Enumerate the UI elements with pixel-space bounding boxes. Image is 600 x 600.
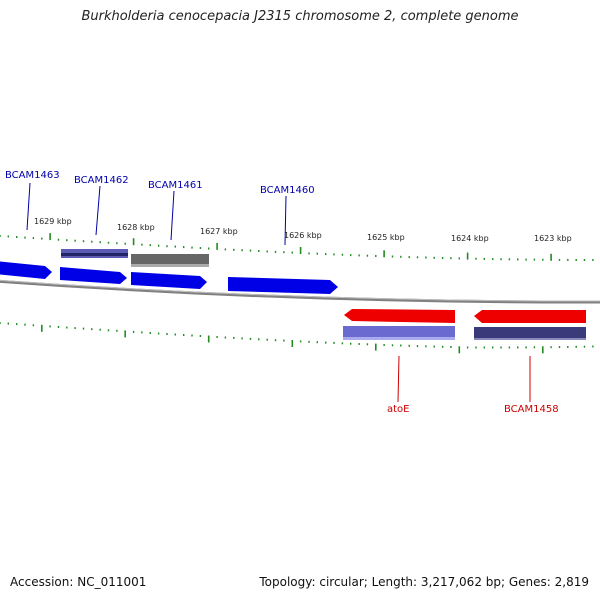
chromosome-backbone-highlight xyxy=(0,279,600,302)
reverse-strand-features xyxy=(343,309,586,340)
reverse-cds-arrow[interactable] xyxy=(344,309,455,323)
gene-label-bcam1460[interactable]: BCAM1460 xyxy=(260,185,315,196)
forward-cds-arrow[interactable] xyxy=(228,277,338,294)
kbp-label: 1627 kbp xyxy=(200,227,238,236)
kbp-label: 1624 kbp xyxy=(451,234,489,243)
kbp-label: 1628 kbp xyxy=(117,223,155,232)
gene-label-atoe[interactable]: atoE xyxy=(387,404,410,415)
label-leader-line xyxy=(170,190,175,241)
accession-text: Accession: NC_011001 xyxy=(10,575,147,589)
kbp-scale: 1629 kbp 1628 kbp 1627 kbp 1626 kbp 1625… xyxy=(34,217,572,243)
feature-bar-dark[interactable] xyxy=(474,327,586,340)
gene-label-bcam1463[interactable]: BCAM1463 xyxy=(5,170,60,181)
gene-label-bcam1462[interactable]: BCAM1462 xyxy=(74,175,129,186)
gene-label-bcam1461[interactable]: BCAM1461 xyxy=(148,180,203,191)
kbp-label: 1623 kbp xyxy=(534,234,572,243)
forward-cds-arrow[interactable] xyxy=(0,261,52,279)
reverse-cds-arrow[interactable] xyxy=(474,310,586,323)
gene-label-bcam1458[interactable]: BCAM1458 xyxy=(504,404,559,415)
feature-bar-dark-shade xyxy=(474,338,586,340)
feature-bar-dark[interactable] xyxy=(61,253,128,256)
genome-summary-text: Topology: circular; Length: 3,217,062 bp… xyxy=(259,575,589,589)
label-leader-line xyxy=(95,185,101,236)
upper-tick-row xyxy=(0,233,594,261)
feature-bar-grey-shade xyxy=(131,264,209,267)
label-leader-line xyxy=(397,355,400,403)
feature-bar-purple-shade xyxy=(343,337,455,340)
lower-tick-row xyxy=(0,322,594,354)
kbp-label: 1626 kbp xyxy=(284,231,322,240)
kbp-label: 1625 kbp xyxy=(367,233,405,242)
kbp-label: 1629 kbp xyxy=(34,217,72,226)
gene-label-lines xyxy=(26,182,531,403)
gene-labels: BCAM1463 BCAM1462 BCAM1461 BCAM1460 atoE… xyxy=(5,170,559,415)
forward-strand-features xyxy=(0,249,338,294)
label-leader-line xyxy=(26,182,31,231)
forward-cds-arrow[interactable] xyxy=(60,267,127,284)
chromosome-backbone xyxy=(0,279,600,304)
forward-cds-arrow[interactable] xyxy=(131,272,207,289)
map-title: Burkholderia cenocepacia J2315 chromosom… xyxy=(81,9,519,24)
label-leader-line xyxy=(284,195,287,246)
feature-bar-grey[interactable] xyxy=(131,254,209,266)
feature-bar-purple[interactable] xyxy=(343,326,455,339)
